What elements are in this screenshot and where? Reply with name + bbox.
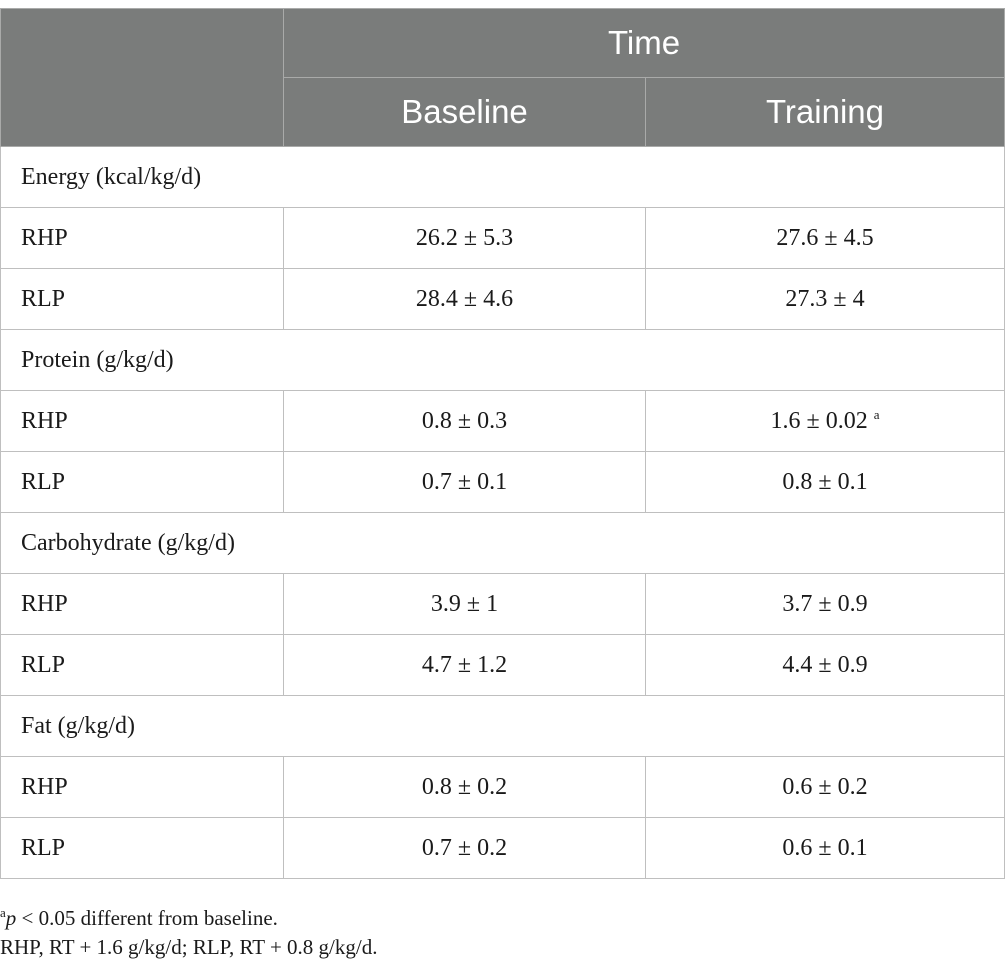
training-value: 4.4 ± 0.9 [782,651,868,678]
row-label: RLP [0,817,284,879]
training-value-cell: 0.6 ± 0.1 [644,817,1005,879]
header-row-time: Time [0,8,1005,147]
significance-mark: a [873,407,880,422]
training-value-cell: 27.3 ± 4 [644,268,1005,330]
table-row: RHP 3.9 ± 1 3.7 ± 0.9 [0,573,1005,635]
baseline-value: 0.8 ± 0.2 [283,756,646,818]
footnote-mark: a [0,905,6,920]
section-title-energy: Energy (kcal/kg/d) [0,146,1005,208]
header-corner-cell [0,8,284,147]
table-row: RLP 0.7 ± 0.2 0.6 ± 0.1 [0,817,1005,879]
section-row: Carbohydrate (g/kg/d) [0,512,1005,574]
header-baseline: Baseline [283,77,646,147]
section-row: Energy (kcal/kg/d) [0,146,1005,208]
section-row: Fat (g/kg/d) [0,695,1005,757]
row-label: RLP [0,451,284,513]
training-value: 0.8 ± 0.1 [782,468,868,495]
baseline-value: 0.7 ± 0.2 [283,817,646,879]
training-value: 0.6 ± 0.2 [782,773,868,800]
footnote-p-variable: p [5,906,17,930]
table-row: RLP 0.7 ± 0.1 0.8 ± 0.1 [0,451,1005,513]
training-value-cell: 1.6 ± 0.02 a [644,390,1005,452]
row-label: RLP [0,634,284,696]
table-row: RHP 26.2 ± 5.3 27.6 ± 4.5 [0,207,1005,269]
footnote-significance-text: < 0.05 different from baseline. [16,906,278,930]
training-value: 3.7 ± 0.9 [782,590,868,617]
training-value-cell: 0.6 ± 0.2 [644,756,1005,818]
row-label: RHP [0,390,284,452]
section-title-protein: Protein (g/kg/d) [0,329,1005,391]
training-value-cell: 3.7 ± 0.9 [644,573,1005,635]
table-row: RHP 0.8 ± 0.3 1.6 ± 0.02 a [0,390,1005,452]
training-value: 27.6 ± 4.5 [776,224,874,251]
table-row: RLP 28.4 ± 4.6 27.3 ± 4 [0,268,1005,330]
training-value: 1.6 ± 0.02 [770,408,868,434]
training-value-cell: 0.8 ± 0.1 [644,451,1005,513]
baseline-value: 26.2 ± 5.3 [283,207,646,269]
baseline-value: 4.7 ± 1.2 [283,634,646,696]
nutrition-intake-table: Time Baseline Training Energy (kcal/kg/d… [0,8,1005,879]
table-row: RHP 0.8 ± 0.2 0.6 ± 0.2 [0,756,1005,818]
baseline-value: 0.7 ± 0.1 [283,451,646,513]
baseline-value: 3.9 ± 1 [283,573,646,635]
training-value: 0.6 ± 0.1 [782,834,868,861]
baseline-value: 28.4 ± 4.6 [283,268,646,330]
training-value: 27.3 ± 4 [785,285,865,312]
training-value-cell: 27.6 ± 4.5 [644,207,1005,269]
row-label: RHP [0,756,284,818]
section-title-carbohydrate: Carbohydrate (g/kg/d) [0,512,1005,574]
row-label: RHP [0,207,284,269]
training-value-cell: 4.4 ± 0.9 [644,634,1005,696]
table-footnotes: ap < 0.05 different from baseline. RHP, … [0,896,1005,964]
table-row: RLP 4.7 ± 1.2 4.4 ± 0.9 [0,634,1005,696]
header-row-columns: Baseline Training [1,77,1005,147]
footnote-significance: ap < 0.05 different from baseline. [0,896,1005,930]
baseline-value: 0.8 ± 0.3 [283,390,646,452]
row-label: RHP [0,573,284,635]
header-training: Training [644,77,1005,147]
footnote-abbreviations: RHP, RT + 1.6 g/kg/d; RLP, RT + 0.8 g/kg… [0,935,378,959]
section-title-fat: Fat (g/kg/d) [0,695,1005,757]
section-row: Protein (g/kg/d) [0,329,1005,391]
row-label: RLP [0,268,284,330]
header-time: Time [282,8,1005,78]
